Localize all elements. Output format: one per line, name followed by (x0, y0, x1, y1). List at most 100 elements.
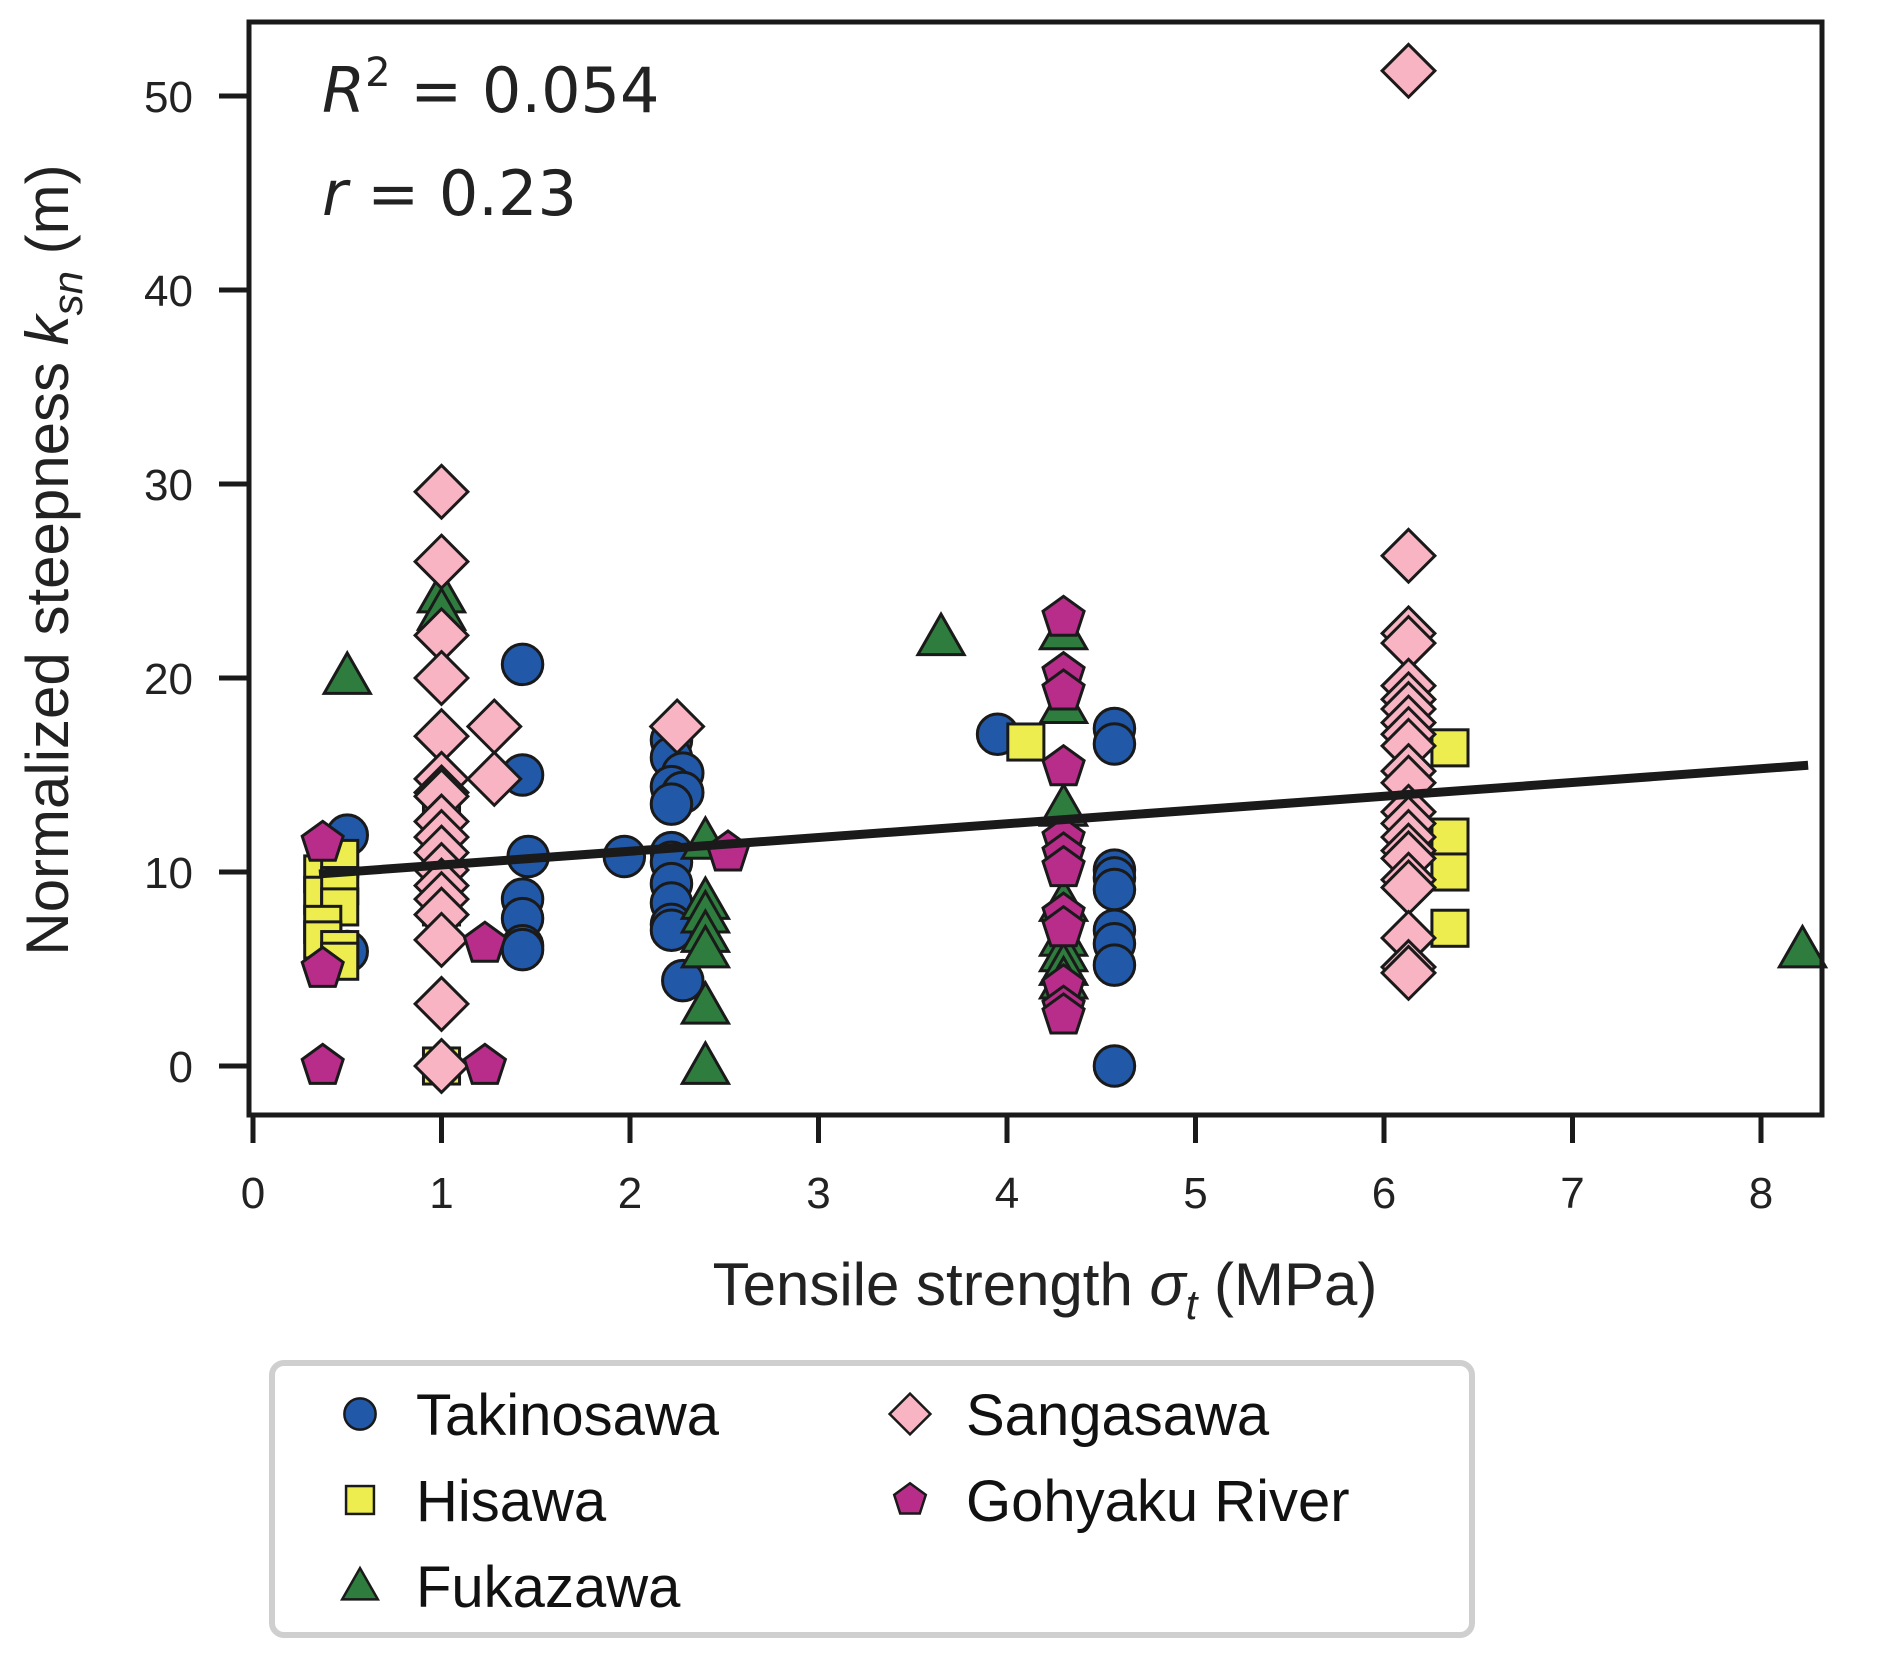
x-axis-label-subscript: t (1186, 1281, 1200, 1328)
x-tick-label: 0 (241, 1169, 265, 1218)
data-point (300, 1042, 345, 1085)
data-point (915, 611, 967, 657)
x-tick-label: 8 (1749, 1169, 1773, 1218)
data-point (1041, 594, 1086, 637)
data-point (649, 782, 694, 826)
data-point (465, 750, 523, 808)
data-point (1041, 668, 1086, 711)
x-axis-label-main: Tensile strength (713, 1251, 1150, 1318)
legend-item-fukazawa: Fukazawa (339, 1555, 681, 1620)
x-tick-label: 4 (995, 1169, 1019, 1218)
y-axis-ticks: 0 10 20 30 40 50 (144, 73, 247, 1092)
data-point (1092, 722, 1137, 766)
y-axis-label-unit: (m) (14, 164, 81, 271)
data-point (1430, 817, 1470, 857)
x-tick-label: 6 (1372, 1169, 1396, 1218)
y-tick-label: 30 (144, 461, 193, 510)
data-point (1379, 858, 1438, 917)
y-tick-label: 0 (169, 1043, 193, 1092)
legend-label: Fukazawa (416, 1555, 681, 1620)
data-point (412, 1037, 471, 1095)
legend-square-icon (344, 1484, 376, 1516)
legend-label: Hisawa (416, 1469, 607, 1534)
data-point (1776, 923, 1829, 969)
x-axis-label-symbol: σ (1150, 1251, 1189, 1318)
series-sangasawa (412, 42, 1438, 1095)
legend-frame (269, 1360, 1475, 1638)
x-tick-label: 5 (1183, 1169, 1207, 1218)
data-point (465, 697, 523, 756)
legend-circle-icon (343, 1397, 377, 1431)
x-tick-label: 3 (806, 1169, 830, 1218)
r-squared-exponent: 2 (365, 50, 390, 96)
data-point (1006, 722, 1046, 762)
data-point (412, 533, 471, 591)
y-axis-label: Normalized steepness ksn (m) (14, 164, 91, 955)
data-point (1041, 844, 1086, 888)
data-point (321, 649, 373, 695)
data-point (1430, 728, 1470, 768)
x-tick-label: 7 (1560, 1169, 1584, 1218)
y-axis-label-symbol: k (14, 312, 81, 345)
r-squared-value: = 0.054 (391, 54, 660, 127)
y-tick-label: 10 (144, 849, 193, 898)
r-squared-symbol: R (322, 54, 365, 127)
x-axis-label: Tensile strength σt (MPa) (713, 1251, 1378, 1328)
legend-item-takinosawa: Takinosawa (343, 1383, 720, 1448)
legend-item-sangasawa: Sangasawa (887, 1383, 1270, 1448)
data-point (1430, 908, 1470, 948)
x-axis-label-unit: (MPa) (1197, 1251, 1377, 1318)
x-tick-label: 1 (429, 1169, 453, 1218)
legend-item-gohyaku-river: Gohyaku River (892, 1469, 1350, 1534)
data-point (300, 945, 345, 988)
legend-label: Sangasawa (966, 1383, 1270, 1448)
data-point (661, 958, 705, 1003)
y-axis-label-main: Normalized steepness (14, 345, 81, 955)
y-axis-label-subscript: sn (44, 271, 91, 315)
legend-items: Takinosawa Hisawa Fukazawa Sangasawa Gohyaku… (339, 1383, 1350, 1620)
legend-item-hisawa: Hisawa (344, 1469, 607, 1534)
x-axis-ticks: 0 1 2 3 4 5 6 7 8 (241, 1117, 1773, 1218)
legend-triangle-icon (339, 1565, 381, 1601)
data-point (1430, 852, 1470, 892)
y-tick-label: 50 (144, 73, 193, 122)
plot-frame (246, 19, 1825, 1118)
data-point (412, 975, 471, 1033)
data-point (1041, 743, 1086, 787)
data-point (1041, 992, 1086, 1035)
legend-label: Takinosawa (416, 1383, 720, 1448)
legend-diamond-icon (887, 1391, 933, 1437)
data-point (412, 463, 471, 521)
y-tick-label: 40 (144, 267, 193, 316)
data-point (462, 1042, 508, 1085)
data-point (500, 642, 545, 687)
series-gohyaku-river (300, 594, 1086, 1085)
legend-label: Gohyaku River (966, 1469, 1350, 1534)
data-point (500, 927, 545, 972)
regression-line (318, 760, 1809, 879)
data-point (300, 819, 345, 862)
data-point (679, 979, 732, 1025)
data-point (648, 697, 706, 756)
data-point (1379, 42, 1438, 100)
r-squared-annotation: R2 = 0.054 (322, 50, 659, 127)
data-point (1379, 527, 1438, 585)
data-point (679, 923, 732, 969)
data-point (1092, 867, 1137, 912)
data-point (412, 911, 471, 969)
legend-pentagon-icon (892, 1481, 928, 1515)
data-point (1092, 1044, 1137, 1088)
r-annotation: r = 0.23 (322, 157, 577, 230)
data-point (462, 920, 508, 963)
y-tick-label: 20 (144, 655, 193, 704)
data-markers (300, 42, 1829, 1095)
r-symbol: r (322, 157, 351, 230)
r-value: = 0.23 (348, 157, 577, 230)
data-point (1092, 943, 1137, 987)
x-tick-label: 2 (618, 1169, 642, 1218)
legend: Takinosawa Hisawa Fukazawa Sangasawa Gohyaku… (269, 1360, 1475, 1638)
data-point (679, 1039, 732, 1085)
data-point (1041, 904, 1086, 948)
data-point (412, 649, 471, 707)
